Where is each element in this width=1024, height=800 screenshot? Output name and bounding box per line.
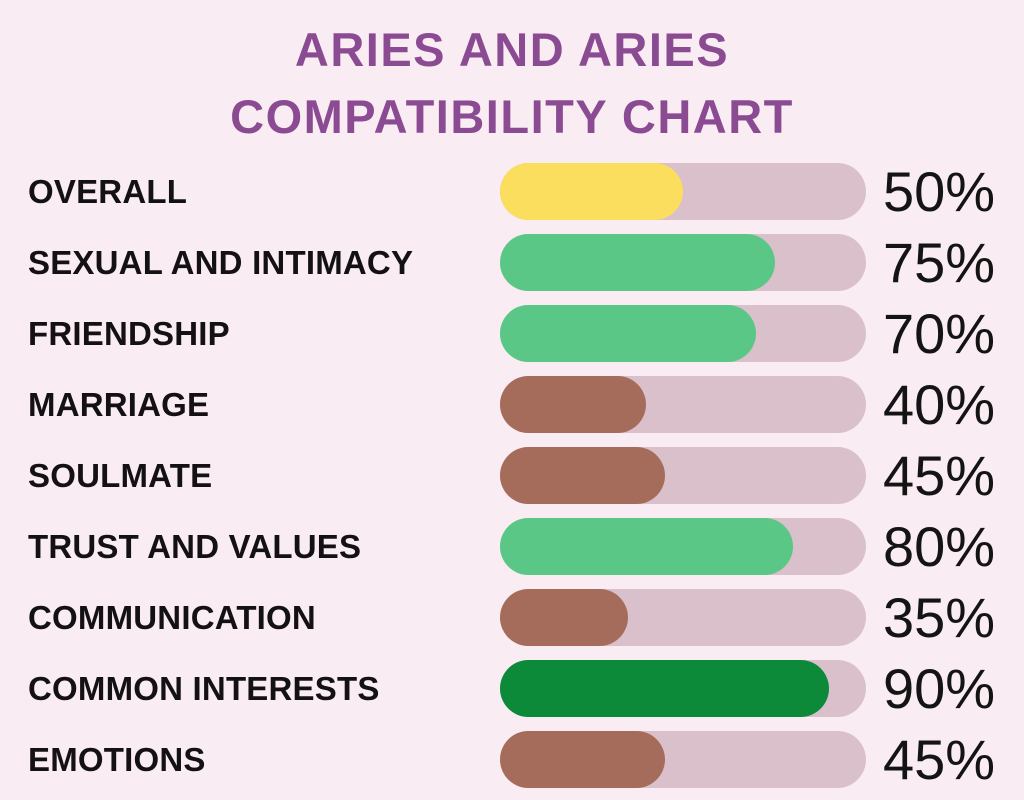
- row-label: COMMON INTERESTS: [28, 669, 380, 707]
- bar-track: [500, 234, 866, 291]
- chart-row: FRIENDSHIP 70%: [0, 298, 1024, 369]
- row-value: 90%: [883, 657, 996, 720]
- bar-fill: [500, 376, 647, 433]
- bar-fill: [500, 447, 665, 504]
- page-title: ARIES AND ARIES COMPATIBILITY CHART: [0, 0, 1024, 150]
- row-label: OVERALL: [28, 172, 188, 210]
- bar-fill: [500, 163, 683, 220]
- row-label: COMMUNICATION: [28, 598, 316, 636]
- row-value: 80%: [883, 515, 996, 578]
- row-value: 50%: [883, 160, 996, 223]
- row-label: MARRIAGE: [28, 385, 210, 423]
- row-label: TRUST AND VALUES: [28, 527, 362, 565]
- chart-row: TRUST AND VALUES 80%: [0, 511, 1024, 582]
- row-value: 35%: [883, 586, 996, 649]
- bar-fill: [500, 234, 775, 291]
- chart-row: SOULMATE 45%: [0, 440, 1024, 511]
- page-title-line1: ARIES AND ARIES: [294, 23, 730, 76]
- bar-fill: [500, 589, 629, 646]
- chart-rows: OVERALL 50% SEXUAL AND INTIMACY 75% FRIE…: [0, 156, 1024, 795]
- chart-row: OVERALL 50%: [0, 156, 1024, 227]
- row-label: EMOTIONS: [28, 740, 206, 778]
- bar-track: [500, 731, 866, 788]
- bar-track: [500, 518, 866, 575]
- row-label: FRIENDSHIP: [28, 314, 230, 352]
- chart-row: SEXUAL AND INTIMACY 75%: [0, 227, 1024, 298]
- bar-fill: [500, 660, 830, 717]
- bar-fill: [500, 305, 757, 362]
- chart-row: COMMUNICATION 35%: [0, 582, 1024, 653]
- row-value: 45%: [883, 444, 996, 507]
- bar-fill: [500, 518, 793, 575]
- bar-track: [500, 376, 866, 433]
- row-value: 45%: [883, 728, 996, 791]
- row-label: SEXUAL AND INTIMACY: [28, 243, 414, 281]
- chart-row: EMOTIONS 45%: [0, 724, 1024, 795]
- row-value: 75%: [883, 231, 996, 294]
- bar-track: [500, 163, 866, 220]
- bar-track: [500, 305, 866, 362]
- bar-track: [500, 660, 866, 717]
- row-value: 40%: [883, 373, 996, 436]
- chart-row: COMMON INTERESTS 90%: [0, 653, 1024, 724]
- row-value: 70%: [883, 302, 996, 365]
- bar-track: [500, 447, 866, 504]
- bar-fill: [500, 731, 665, 788]
- chart-row: MARRIAGE 40%: [0, 369, 1024, 440]
- page-title-line2: COMPATIBILITY CHART: [230, 90, 794, 143]
- bar-track: [500, 589, 866, 646]
- row-label: SOULMATE: [28, 456, 213, 494]
